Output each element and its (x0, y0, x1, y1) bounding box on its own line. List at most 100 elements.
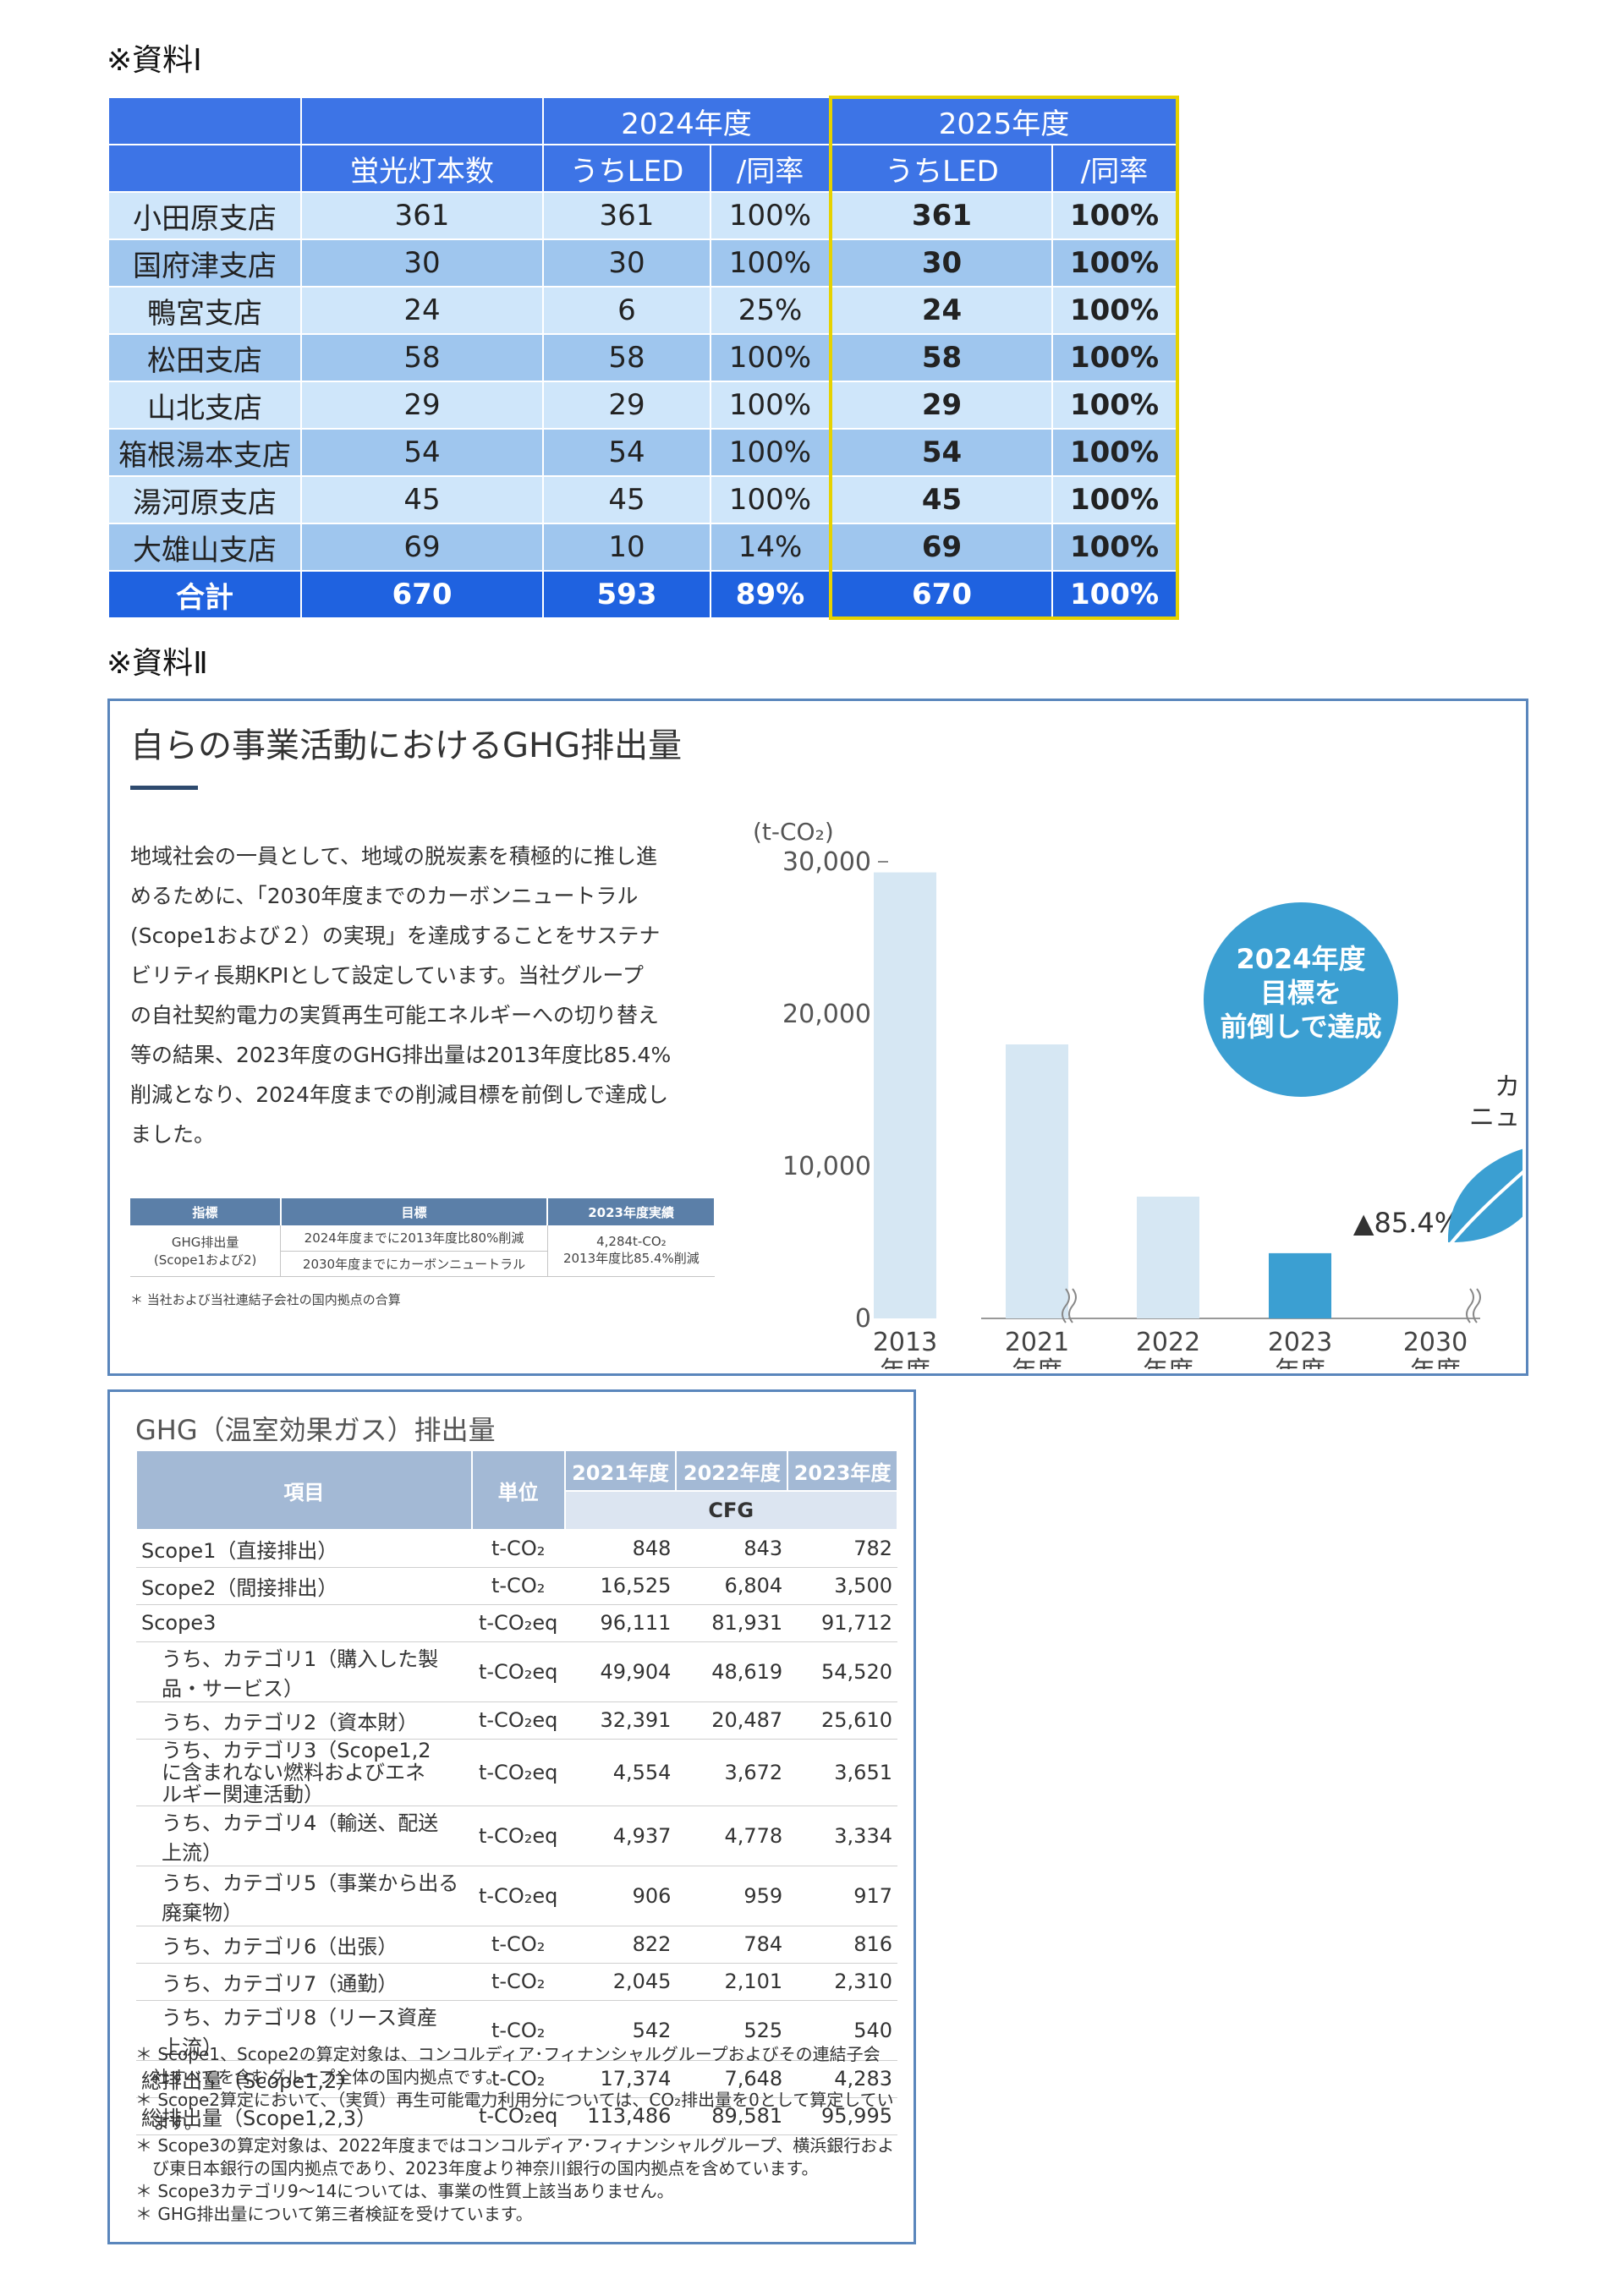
note-line: ＊ Scope3の算定対象は、2022年度まではコンコルディア･フィナンシャルグ… (135, 2135, 895, 2178)
row-value: 81,931 (676, 1604, 788, 1642)
bar (1137, 1197, 1199, 1318)
row-label: うち、カテゴリ5（事業から出る廃棄物） (136, 1866, 472, 1926)
note-line: ＊ GHG排出量について第三者検証を受けています。 (135, 2204, 533, 2224)
cell-count: 361 (300, 191, 544, 240)
ghg-table-title: GHG（温室効果ガス）排出量 (135, 1414, 496, 1446)
kpi-header-result: 2023年度実績 (547, 1198, 716, 1225)
x-tick-label: 2021 (1005, 1328, 1069, 1357)
kpi-result-line: 2013年度比85.4%削減 (562, 1251, 700, 1267)
col-header-rate-2024: /同率 (710, 144, 831, 193)
row-unit: t-CO₂eq (471, 1701, 565, 1740)
row-value: 3,334 (787, 1806, 897, 1866)
badge-line: 前倒しで達成 (1220, 1011, 1381, 1043)
row-label: うち、カテゴリ8（リース資産 上流） (136, 2000, 472, 2061)
row-unit: t-CO₂eq (471, 1641, 565, 1702)
row-value: 17,374 (564, 2060, 677, 2098)
cell-led24: 6 (542, 286, 711, 335)
cell-led25: 29 (829, 381, 1053, 430)
row-value: 25,610 (787, 1701, 897, 1740)
heading-shiryo-1: ※資料Ⅰ (107, 43, 202, 78)
cell-rate25: 100% (1051, 286, 1179, 335)
body-line: 等の結果、2023年度のGHG排出量は2013年度比85.4% (130, 1043, 672, 1067)
heading-shiryo-2: ※資料Ⅱ (107, 646, 208, 681)
row-unit: t-CO₂eq (471, 1739, 565, 1806)
col-header-rate-2025: /同率 (1051, 144, 1179, 193)
table-row: うち、カテゴリ8（リース資産 上流） t-CO₂ 542 525 540 (136, 2000, 897, 2061)
cell-branch: 松田支店 (107, 333, 302, 382)
target-badge (1204, 902, 1398, 1097)
branch-row: 山北支店 29 29 100% 29 100% (107, 381, 1179, 430)
led-table: 2024年度 2025年度 蛍光灯本数 うちLED /同率 うちLED /同率 … (107, 96, 1179, 620)
reduction-label: ▲85.4% (1353, 1207, 1460, 1239)
row-value: 113,486 (564, 2097, 677, 2135)
y-tick-label: 20,000 (782, 1000, 871, 1029)
cell-count: 670 (300, 570, 544, 619)
row-label: うち、カテゴリ3（Scope1,2に含まれない燃料およびエネルギー関連活動） (136, 1739, 472, 1806)
y-tick-label: 0 (855, 1304, 871, 1334)
x-tick-label: 年度 (1143, 1356, 1193, 1369)
cell-led25: 30 (829, 238, 1053, 288)
row-unit: t-CO₂ (471, 1567, 565, 1605)
row-value: 4,554 (564, 1739, 677, 1806)
body-line: ました。 (130, 1122, 216, 1147)
cell-rate25: 100% (1051, 381, 1179, 430)
row-value: 782 (787, 1530, 897, 1568)
carbon-neutral-label: ニュートラル (1469, 1103, 1522, 1132)
row-value: 917 (787, 1866, 897, 1926)
kpi-indicator-line: (Scope1および2) (153, 1252, 257, 1268)
header-year: 2023年度 (787, 1449, 898, 1492)
row-unit: t-CO₂eq (471, 1604, 565, 1642)
row-value: 89,581 (676, 2097, 788, 2135)
kpi-table: 指標 目標 2023年度実績 GHG排出量 (Scope1および2) 2024年… (130, 1198, 716, 1277)
bar (874, 872, 936, 1318)
cell-branch: 国府津支店 (107, 238, 302, 288)
cell-branch: 山北支店 (107, 381, 302, 430)
row-value: 843 (676, 1530, 788, 1568)
ghg-emissions-table: 項目 単位 2021年度 2022年度 2023年度 CFG Scope1（直接… (135, 1449, 899, 2135)
row-value: 6,804 (676, 1567, 788, 1605)
cell-rate24: 25% (710, 286, 831, 335)
row-value: 848 (564, 1530, 677, 1568)
cell-led24: 30 (542, 238, 711, 288)
empty-header-cell (300, 96, 544, 145)
cell-rate24: 100% (710, 428, 831, 477)
row-unit: t-CO₂eq (471, 1866, 565, 1926)
kpi-target: 2024年度までに2013年度比80%削減 (280, 1225, 548, 1252)
row-value: 3,672 (676, 1739, 788, 1806)
cell-count: 54 (300, 428, 544, 477)
table-row: 総排出量（Scope1,2,3） t-CO₂eq 113,486 89,581 95,9… (136, 2097, 897, 2135)
row-value: 3,651 (787, 1739, 897, 1806)
body-line: めるために、「2030年度までのカーボンニュートラル (130, 884, 639, 908)
y-axis-unit: (t-CO₂) (753, 818, 834, 846)
header-unit: 単位 (470, 1449, 566, 1531)
badge-line: 目標を (1260, 977, 1341, 1009)
cell-count: 69 (300, 523, 544, 572)
col-header-led-2025: うちLED (829, 144, 1053, 193)
col-header-led-2024: うちLED (542, 144, 711, 193)
header-year: 2022年度 (675, 1449, 789, 1492)
row-unit: t-CO₂ (471, 1530, 565, 1568)
kpi-result-line: 4,284t-CO₂ (596, 1234, 667, 1250)
cell-branch: 小田原支店 (107, 191, 302, 240)
x-tick-label: 年度 (880, 1356, 930, 1369)
branch-row: 小田原支店 361 361 100% 361 100% (107, 191, 1179, 240)
cell-branch: 鴨宮支店 (107, 286, 302, 335)
row-value: 4,937 (564, 1806, 677, 1866)
cell-branch: 合計 (107, 570, 302, 619)
table-row: うち、カテゴリ2（資本財） t-CO₂eq 32,391 20,487 25,610 (136, 1701, 897, 1740)
note-line: ＊ Scope1、Scope2の算定対象は、コンコルディア･フィナンシャルグルー… (135, 2044, 881, 2087)
row-label: うち、カテゴリ1（購入した製品・サービス） (136, 1641, 472, 1702)
table-row: うち、カテゴリ6（出張） t-CO₂ 822 784 816 (136, 1926, 897, 1964)
ghg-emissions-panel: 自らの事業活動におけるGHG排出量 地域社会の一員として、地域の脱炭素を積極的に… (107, 699, 1528, 1376)
cell-rate25: 100% (1051, 475, 1179, 524)
row-value: 95,995 (787, 2097, 897, 2135)
cell-count: 24 (300, 286, 544, 335)
table-row: Scope2（間接排出） t-CO₂ 16,525 6,804 3,500 (136, 1567, 897, 1605)
row-value: 816 (787, 1926, 897, 1964)
row-value: 49,904 (564, 1641, 677, 1702)
ghg-table-box: GHG（温室効果ガス）排出量 項目 単位 2021年度 2022年度 2023年… (107, 1389, 916, 2244)
row-label: うち、カテゴリ6（出張） (136, 1926, 472, 1964)
x-tick-label: 年度 (1410, 1356, 1461, 1369)
cell-rate25: 100% (1051, 191, 1179, 240)
row-unit: t-CO₂ (471, 1963, 565, 2001)
